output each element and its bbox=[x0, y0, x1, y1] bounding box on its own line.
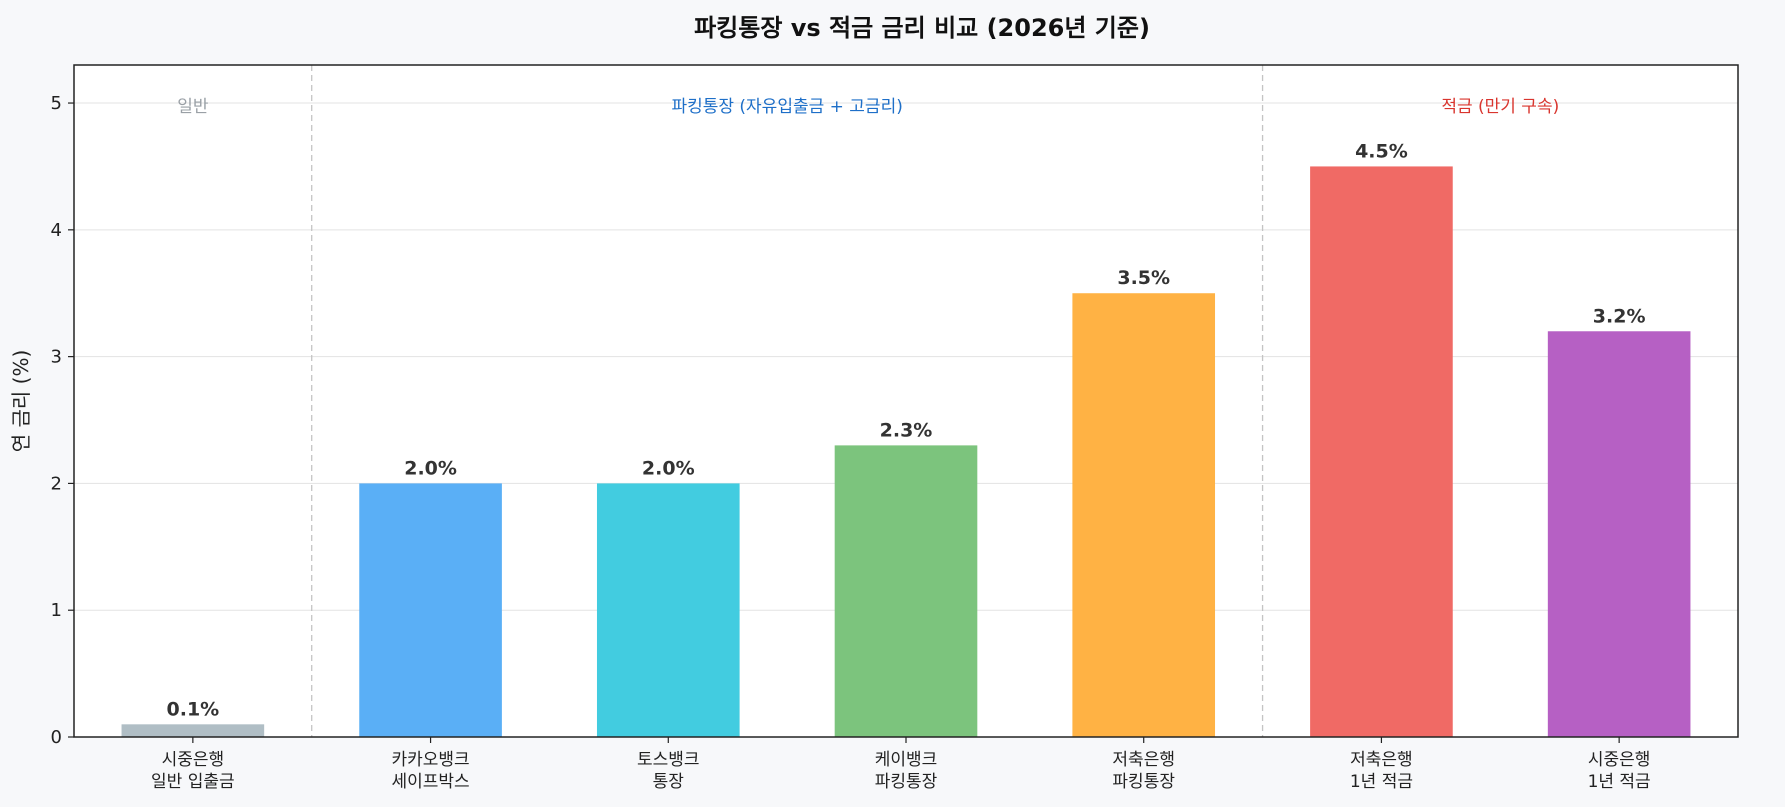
x-tick-label: 카카오뱅크 bbox=[391, 750, 469, 770]
value-label: 3.5% bbox=[1117, 267, 1170, 289]
y-tick-label: 1 bbox=[51, 600, 62, 621]
y-tick-label: 4 bbox=[51, 220, 62, 241]
y-tick-label: 3 bbox=[51, 347, 62, 368]
y-tick-label: 2 bbox=[51, 473, 62, 494]
group-label: 적금 (만기 구속) bbox=[1441, 97, 1559, 117]
bar bbox=[1310, 166, 1453, 737]
group-label: 일반 bbox=[177, 97, 209, 117]
group-labels: 일반 파킹통장 (자유입출금 + 고금리) 적금 (만기 구속) bbox=[177, 97, 1559, 117]
group-label: 파킹통장 (자유입출금 + 고금리) bbox=[671, 97, 902, 117]
x-tick-label: 1년 적금 bbox=[1350, 772, 1413, 792]
x-tick-label: 케이뱅크 bbox=[875, 750, 938, 770]
bar bbox=[834, 445, 978, 737]
x-tick-label: 시중은행 bbox=[1588, 750, 1651, 770]
group-dividers bbox=[311, 65, 1264, 737]
value-label: 2.3% bbox=[880, 419, 933, 441]
x-tick-label: 저축은행 bbox=[1112, 750, 1175, 770]
y-tick-label: 0 bbox=[51, 727, 62, 748]
value-label: 4.5% bbox=[1355, 140, 1408, 162]
x-tick-label: 일반 입출금 bbox=[151, 772, 235, 792]
bar bbox=[596, 483, 740, 737]
value-label: 3.2% bbox=[1593, 305, 1646, 327]
x-tick-label: 파킹통장 bbox=[875, 772, 938, 792]
x-tick-label: 통장 bbox=[653, 772, 685, 792]
value-labels: 0.1% 2.0% 2.0% 2.3% 3.5% 4.5% 3.2% bbox=[167, 140, 1646, 720]
bar bbox=[359, 483, 502, 737]
x-tick-label: 저축은행 bbox=[1350, 750, 1413, 770]
y-axis-ticks: 0 1 2 3 4 5 bbox=[51, 93, 74, 748]
value-label: 0.1% bbox=[167, 698, 220, 720]
x-tick-label: 토스뱅크 bbox=[637, 750, 700, 770]
bar bbox=[1547, 331, 1691, 737]
value-label: 2.0% bbox=[404, 457, 457, 479]
bar bbox=[121, 724, 265, 737]
value-label: 2.0% bbox=[642, 457, 695, 479]
x-tick-label: 시중은행 bbox=[162, 750, 225, 770]
y-tick-label: 5 bbox=[51, 93, 62, 114]
y-axis-label: 연 금리 (%) bbox=[9, 350, 33, 453]
chart-title: 파킹통장 vs 적금 금리 비교 (2026년 기준) bbox=[694, 14, 1150, 42]
bars bbox=[121, 166, 1691, 737]
bar bbox=[1072, 293, 1216, 737]
x-tick-label: 세이프박스 bbox=[391, 772, 469, 792]
x-tick-label: 1년 적금 bbox=[1588, 772, 1651, 792]
x-tick-label: 파킹통장 bbox=[1112, 772, 1175, 792]
